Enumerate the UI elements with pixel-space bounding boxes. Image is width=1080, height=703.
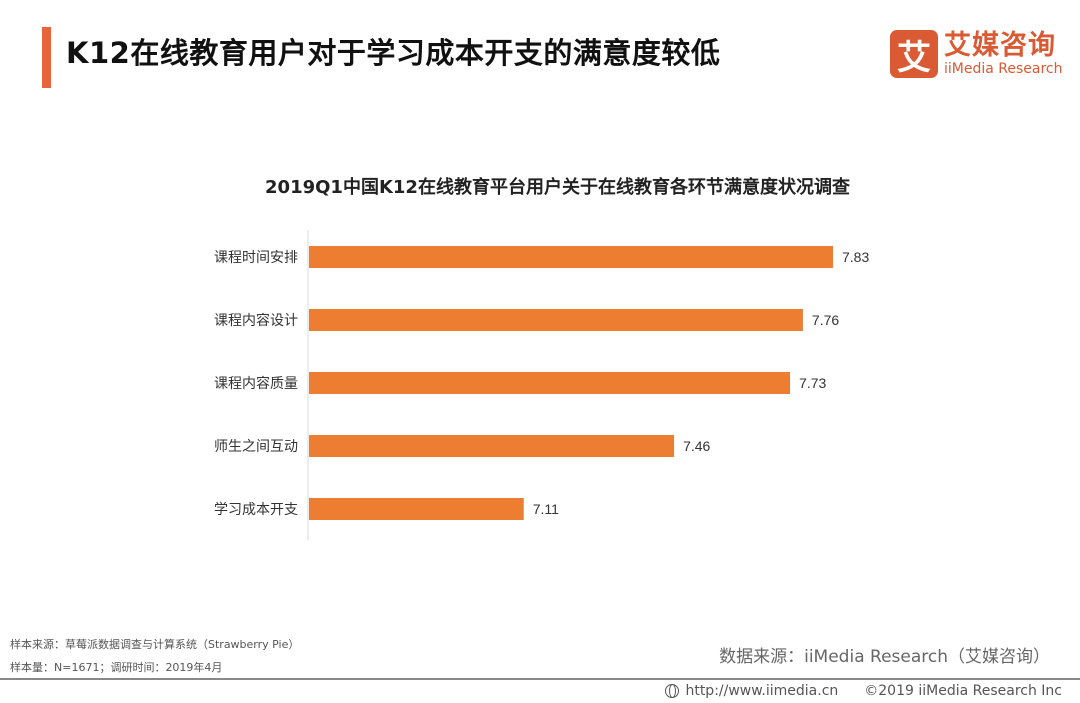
category-label: 师生之间互动 — [214, 439, 298, 455]
globe-icon — [665, 684, 680, 698]
page-title: K12在线教育用户对于学习成本开支的满意度较低 — [66, 36, 721, 70]
chart-title: 2019Q1中国K12在线教育平台用户关于在线教育各环节满意度状况调查 — [265, 177, 850, 198]
bar — [309, 498, 524, 520]
data-label: 7.11 — [533, 501, 559, 517]
data-label: 7.83 — [842, 249, 869, 265]
bar — [309, 372, 791, 394]
logo-icon: 艾 — [890, 30, 938, 78]
title-accent-bar — [42, 27, 51, 88]
category-label: 课程内容设计 — [214, 312, 298, 329]
bar — [309, 309, 803, 331]
website-link[interactable]: http://www.iimedia.cn — [685, 683, 839, 699]
category-label: 课程内容质量 — [214, 375, 298, 392]
iimedia-logo: 艾 艾媒咨询 iiMedia Research — [890, 30, 1063, 78]
footer-bar: http://www.iimedia.cn ©2019 iiMedia Rese… — [665, 683, 1062, 699]
sample-size-note: 样本量：N=1671；调研时间：2019年4月 — [10, 661, 223, 674]
category-label: 学习成本开支 — [214, 502, 298, 518]
data-label: 7.73 — [799, 375, 826, 391]
bar — [309, 246, 833, 268]
logo-name-cn: 艾媒咨询 — [944, 30, 1056, 61]
data-label: 7.46 — [683, 438, 710, 454]
bar — [309, 435, 675, 457]
footer-divider — [0, 678, 1080, 680]
sample-source-note: 样本来源：草莓派数据调查与计算系统（Strawberry Pie） — [10, 638, 300, 651]
logo-name-en: iiMedia Research — [944, 61, 1063, 77]
data-label: 7.76 — [812, 312, 839, 328]
category-label: 课程时间安排 — [214, 250, 298, 266]
copyright-text: ©2019 iiMedia Research Inc — [864, 683, 1062, 699]
data-source-note: 数据来源：iiMedia Research（艾媒咨询） — [719, 647, 1050, 667]
